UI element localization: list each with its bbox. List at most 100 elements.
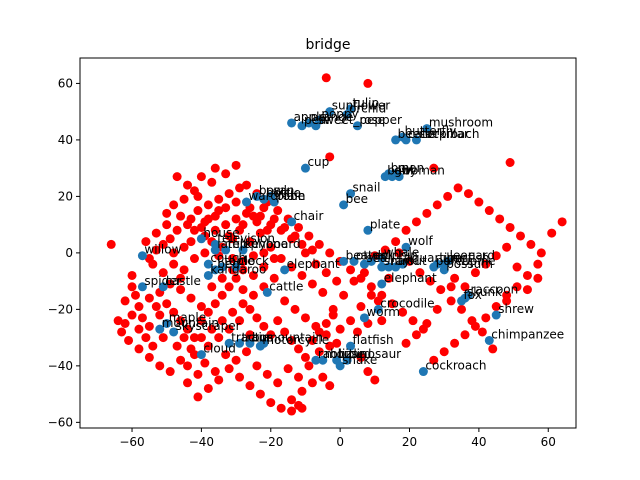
scatter-point (221, 203, 231, 213)
point-label: spider (144, 274, 181, 288)
scatter-point (248, 270, 258, 280)
scatter-point (432, 200, 442, 210)
scatter-point (217, 273, 227, 283)
point-label: wolf (408, 234, 433, 248)
labeled-point (342, 355, 352, 365)
scatter-point (248, 290, 258, 300)
scatter-point (141, 333, 151, 343)
scatter-point (245, 381, 255, 391)
scatter-point (231, 355, 241, 365)
scatter-point (373, 296, 383, 306)
scatter-point (217, 316, 227, 326)
scatter-point (307, 335, 317, 345)
scatter-point (269, 214, 279, 224)
point-label: clock (238, 254, 269, 268)
scatter-point (144, 293, 154, 303)
scatter-point (248, 211, 258, 221)
point-label: mouse (325, 347, 365, 361)
scatter-point (207, 324, 217, 334)
scatter-point (259, 262, 269, 272)
scatter-point (387, 299, 397, 309)
point-label: cockroach (425, 359, 486, 373)
scatter-point (325, 381, 335, 391)
labeled-point (252, 191, 262, 201)
labeled-point (300, 163, 310, 173)
labeled-point (262, 287, 272, 297)
scatter-point (221, 220, 231, 230)
scatter-point (339, 290, 349, 300)
unlabeled-points-layer (106, 73, 567, 416)
labeled-point (241, 197, 251, 207)
scatter-point (224, 324, 234, 334)
scatter-point (356, 273, 366, 283)
scatter-point (405, 256, 415, 266)
point-label: seal (366, 251, 390, 265)
point-label: beetle (398, 127, 436, 141)
point-label: can (273, 183, 295, 197)
scatter-point (287, 395, 297, 405)
labeled-point (346, 189, 356, 199)
point-label: cattle (269, 279, 303, 293)
scatter-point (245, 237, 255, 247)
labeled-point (366, 256, 376, 266)
scatter-point (488, 344, 498, 354)
point-label: raccoon (470, 282, 518, 296)
x-tick-label: −40 (189, 435, 214, 449)
point-label: lizard (339, 347, 372, 361)
labeled-point (422, 124, 432, 134)
scatter-point (172, 341, 182, 351)
point-label: snail (353, 181, 381, 195)
scatter-point (269, 273, 279, 283)
scatter-point (512, 282, 522, 292)
scatter-point (196, 222, 206, 232)
scatter-point (210, 299, 220, 309)
scatter-point (224, 282, 234, 292)
labeled-point (429, 262, 439, 272)
x-tick-label: −60 (119, 435, 144, 449)
labeled-point (210, 265, 220, 275)
scatter-point (196, 333, 206, 343)
scatter-point (262, 225, 272, 235)
scatter-point (238, 220, 248, 230)
scatter-point (172, 172, 182, 182)
scatter-point (179, 333, 189, 343)
labeled-point (391, 262, 401, 272)
point-label: elephant (287, 257, 340, 271)
scatter-point (294, 372, 304, 382)
scatter-point (214, 333, 224, 343)
scatter-point (221, 169, 231, 179)
scatter-point (193, 369, 203, 379)
scatter-point (321, 268, 331, 278)
scatter-point (401, 338, 411, 348)
labeled-point (339, 256, 349, 266)
scatter-point (200, 358, 210, 368)
labeled-point (224, 338, 234, 348)
point-label: rose (359, 113, 385, 127)
scatter-point (533, 273, 543, 283)
scatter-point (151, 245, 161, 255)
labeled-point (484, 335, 494, 345)
scatter-point (124, 335, 134, 345)
scatter-point (460, 282, 470, 292)
labeled-point (335, 361, 345, 371)
scatter-point (259, 321, 269, 331)
point-label: beaver (346, 248, 388, 262)
labeled-point (231, 262, 241, 272)
scatter-point (196, 172, 206, 182)
labeled-point (280, 265, 290, 275)
scatter-point (422, 208, 432, 218)
x-tick-label: 60 (541, 435, 556, 449)
labeled-point (259, 194, 269, 204)
scatter-point (321, 73, 331, 83)
labeled-point (217, 262, 227, 272)
labeled-point (457, 296, 467, 306)
scatter-point (321, 330, 331, 340)
scatter-point (349, 276, 359, 286)
scatter-point (207, 177, 217, 187)
scatter-point (176, 316, 186, 326)
point-label: ray (391, 254, 410, 268)
y-tick-label: −20 (48, 302, 73, 316)
scatter-point (377, 316, 387, 326)
point-label: keyboard (245, 237, 301, 251)
scatter-point (203, 307, 213, 317)
